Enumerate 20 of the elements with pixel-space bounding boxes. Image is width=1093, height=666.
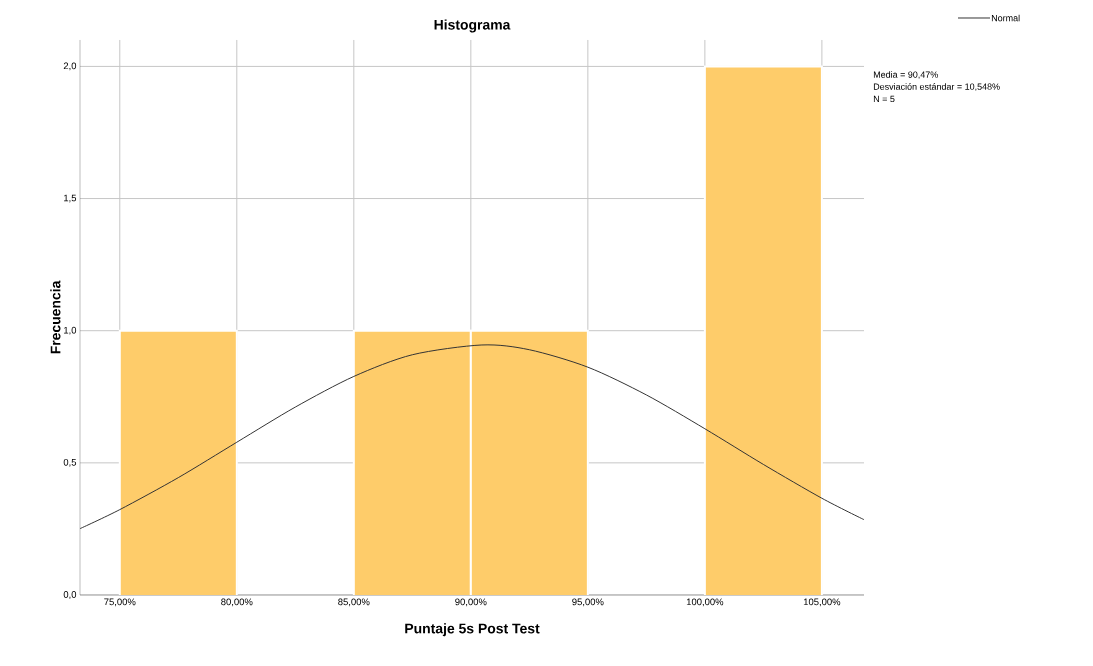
- y-tick-label: 1,5: [64, 194, 77, 203]
- y-tick-label: 0,0: [63, 591, 77, 599]
- x-tick-label: 75,00%: [104, 598, 136, 607]
- y-tick-label: 1,0: [64, 326, 77, 335]
- line-series: [80, 344, 865, 530]
- y-tick-label: 2,0: [63, 62, 77, 71]
- x-tick-label: 85,00%: [338, 598, 370, 607]
- x-tick-label: 90,00%: [455, 598, 487, 607]
- y-axis-title: Frecuencia: [50, 280, 61, 354]
- text: Media = 90,47%: [873, 71, 938, 79]
- x-tick-label: 105,00%: [803, 598, 841, 607]
- x-tick-label: 95,00%: [572, 598, 604, 607]
- y-tick-label: 0,5: [63, 458, 77, 467]
- x-axis-title: Puntaje 5s Post Test: [405, 623, 540, 637]
- text: Desviación estándar = 10,548%: [873, 83, 1000, 91]
- legend-label: Normal: [991, 14, 1020, 22]
- x-tick-label: 100,00%: [686, 598, 724, 607]
- text: N = 5: [873, 95, 895, 103]
- x-tick-label: 80,00%: [221, 598, 253, 607]
- chart-title: Histograma: [434, 19, 511, 33]
